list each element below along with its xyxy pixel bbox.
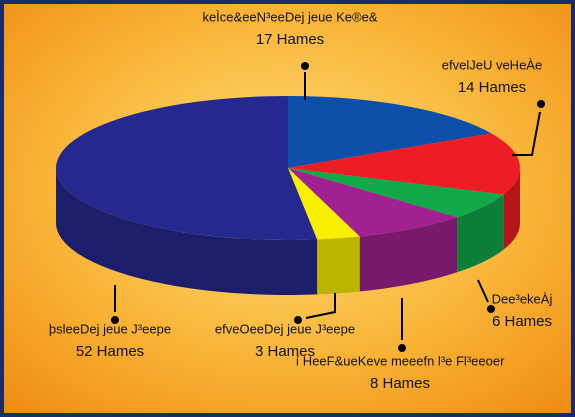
slice-label: keÌce&eeN³eeDej jeue Ke®e& xyxy=(202,9,377,24)
arrow-head xyxy=(398,344,406,352)
value-label: 14 Hames xyxy=(458,79,526,96)
pie-slice-side xyxy=(317,236,360,294)
slice-label: efvelJeU veHeÀe xyxy=(442,57,542,72)
value-label: 52 Hames xyxy=(76,343,144,360)
slice-label: þsleeDej jeue J³eepe xyxy=(49,321,171,336)
slice-label: Dee³ekeÀj xyxy=(492,291,553,306)
page: keÌce&eeN³eeDej jeue Ke®e&17 Hames efvelJ… xyxy=(0,0,575,417)
value-label: 17 Hames xyxy=(256,31,324,48)
value-label: 6 Hames xyxy=(492,313,552,330)
value-label: 8 Hames xyxy=(370,375,430,392)
arrow-head xyxy=(537,100,545,108)
slice-label: efveOeeDej jeue J³eepe xyxy=(215,321,355,336)
value-label: 3 Hames xyxy=(255,343,315,360)
arrow-head xyxy=(301,62,309,70)
slice-label: í HeeF&ueKeve meeefn l³e Fl³eeoer xyxy=(296,353,505,368)
chart: keÌce&eeN³eeDej jeue Ke®e&17 Hames efvelJ… xyxy=(0,0,575,417)
